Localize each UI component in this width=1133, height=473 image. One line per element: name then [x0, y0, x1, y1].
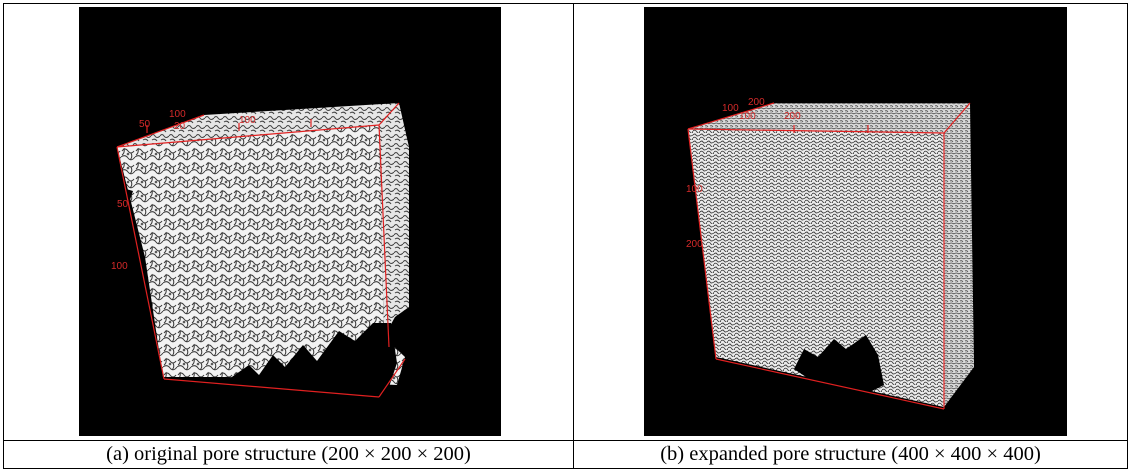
panel-b-image-cell: 100 200 100 200 100 200 — [574, 4, 1127, 440]
panel-b-top-face — [688, 103, 970, 133]
panel-b-front-face — [688, 129, 944, 407]
panel-b-tick-5: 100 — [686, 184, 703, 195]
panel-a-image-cell: 50 100 20 100 50 100 — [4, 4, 574, 440]
panel-b-tick-6: 200 — [686, 239, 703, 250]
panel-a-top-face — [117, 103, 399, 147]
panel-a-tick-1: 50 — [139, 119, 151, 130]
figure-table: 50 100 20 100 50 100 — [3, 3, 1128, 469]
panel-a-bounding-box — [116, 102, 406, 398]
panel-a-front-face — [117, 125, 405, 385]
panel-a-tick-5: 50 — [117, 199, 129, 210]
panel-a-tick-2: 100 — [169, 109, 186, 120]
panel-b-side-face — [944, 103, 974, 407]
table-row-divider — [4, 440, 1127, 441]
panel-b-bounding-box — [687, 102, 971, 410]
panel-b-tick-4: 200 — [784, 111, 801, 122]
panel-a-render: 50 100 20 100 50 100 — [79, 7, 501, 436]
panel-b-tick-1: 100 — [722, 103, 739, 114]
panel-a-pore-cube: 50 100 20 100 50 100 — [111, 102, 409, 398]
panel-b-tick-3: 100 — [739, 111, 756, 122]
panel-a-caption: (a) original pore structure (200 × 200 ×… — [4, 441, 574, 468]
panel-b-caption: (b) expanded pore structure (400 × 400 ×… — [660, 443, 1041, 465]
panel-a-tick-4: 100 — [239, 115, 256, 126]
panel-b-pore-cube: 100 200 100 200 100 200 — [686, 97, 974, 410]
panel-b-render: 100 200 100 200 100 200 — [644, 7, 1067, 436]
panel-a-tick-6: 100 — [111, 261, 128, 272]
panel-b-tick-2: 200 — [748, 97, 765, 108]
panel-a-tick-3: 20 — [174, 121, 186, 132]
